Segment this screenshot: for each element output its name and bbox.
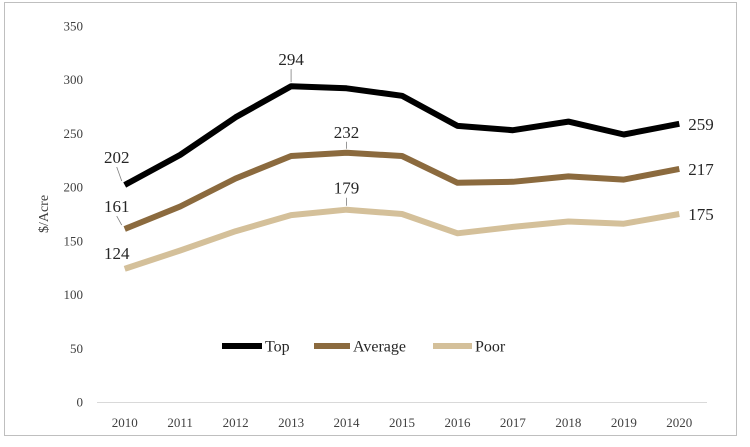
data-label-poor: 175 <box>688 205 714 224</box>
x-tick-label: 2014 <box>334 415 361 430</box>
legend-label-poor: Poor <box>475 339 506 356</box>
x-tick-label: 2015 <box>389 415 415 430</box>
y-tick-label: 250 <box>64 126 84 141</box>
x-tick-label: 2019 <box>611 415 637 430</box>
x-tick-label: 2016 <box>444 415 471 430</box>
data-label-average: 217 <box>688 160 714 179</box>
y-tick-label: 200 <box>64 180 84 195</box>
y-tick-label: 100 <box>64 287 84 302</box>
data-label-average: 161 <box>104 197 130 216</box>
data-label-poor: 179 <box>334 179 360 198</box>
x-tick-label: 2012 <box>223 415 249 430</box>
x-tick-label: 2010 <box>112 415 138 430</box>
data-label-top: 202 <box>104 148 130 167</box>
x-tick-label: 2018 <box>555 415 581 430</box>
y-tick-label: 300 <box>64 72 84 87</box>
chart-frame <box>4 2 737 436</box>
y-tick-label: 350 <box>64 19 84 34</box>
x-tick-label: 2013 <box>278 415 304 430</box>
legend-label-average: Average <box>353 339 406 356</box>
data-label-top: 294 <box>278 50 304 69</box>
series-line-top <box>123 83 680 188</box>
series-line-poor <box>123 206 680 272</box>
data-label-average: 232 <box>334 123 360 142</box>
y-tick-label: 150 <box>64 233 84 248</box>
y-tick-label: 50 <box>70 341 83 356</box>
data-label-top: 259 <box>688 115 714 134</box>
x-tick-label: 2020 <box>666 415 692 430</box>
y-tick-label: 0 <box>77 395 84 410</box>
legend-label-top: Top <box>265 339 290 356</box>
x-tick-label: 2017 <box>500 415 527 430</box>
series-line-average <box>123 149 680 232</box>
data-label-leader <box>116 215 123 226</box>
data-label-leader <box>116 166 123 182</box>
x-tick-label: 2011 <box>167 415 193 430</box>
data-label-poor: 124 <box>104 244 130 263</box>
y-axis-title: $/Acre <box>37 195 52 233</box>
